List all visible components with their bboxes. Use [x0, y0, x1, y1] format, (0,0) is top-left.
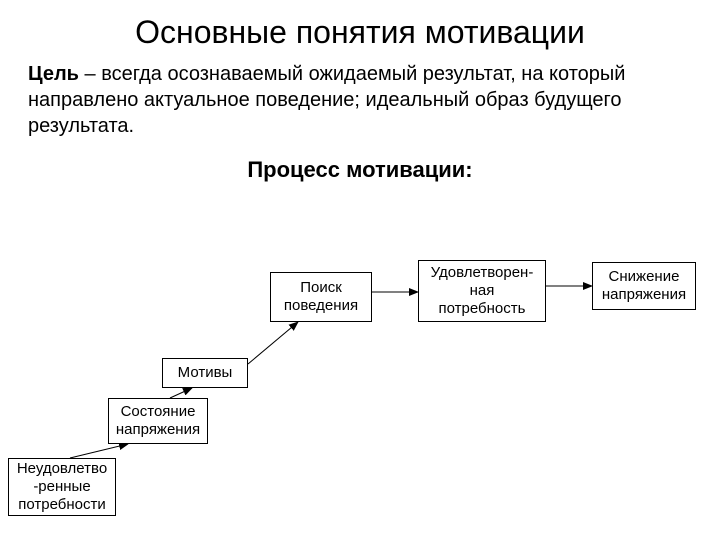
definition-text: – всегда осознаваемый ожидаемый результа… — [28, 63, 625, 137]
definition-term: Цель — [28, 63, 79, 85]
flowchart-node: Состояние напряжения — [108, 398, 208, 444]
flowchart-node: Удовлетворен- ная потребность — [418, 260, 546, 322]
definition-paragraph: Цель – всегда осознаваемый ожидаемый рез… — [0, 51, 720, 139]
flowchart-node: Мотивы — [162, 358, 248, 388]
slide-title: Основные понятия мотивации — [0, 0, 720, 51]
slide: Основные понятия мотивации Цель – всегда… — [0, 0, 720, 540]
flowchart-node: Неудовлетво -ренные потребности — [8, 458, 116, 516]
flowchart-node: Поиск поведения — [270, 272, 372, 322]
flowchart-node: Снижение напряжения — [592, 262, 696, 310]
process-subtitle: Процесс мотивации: — [0, 139, 720, 183]
